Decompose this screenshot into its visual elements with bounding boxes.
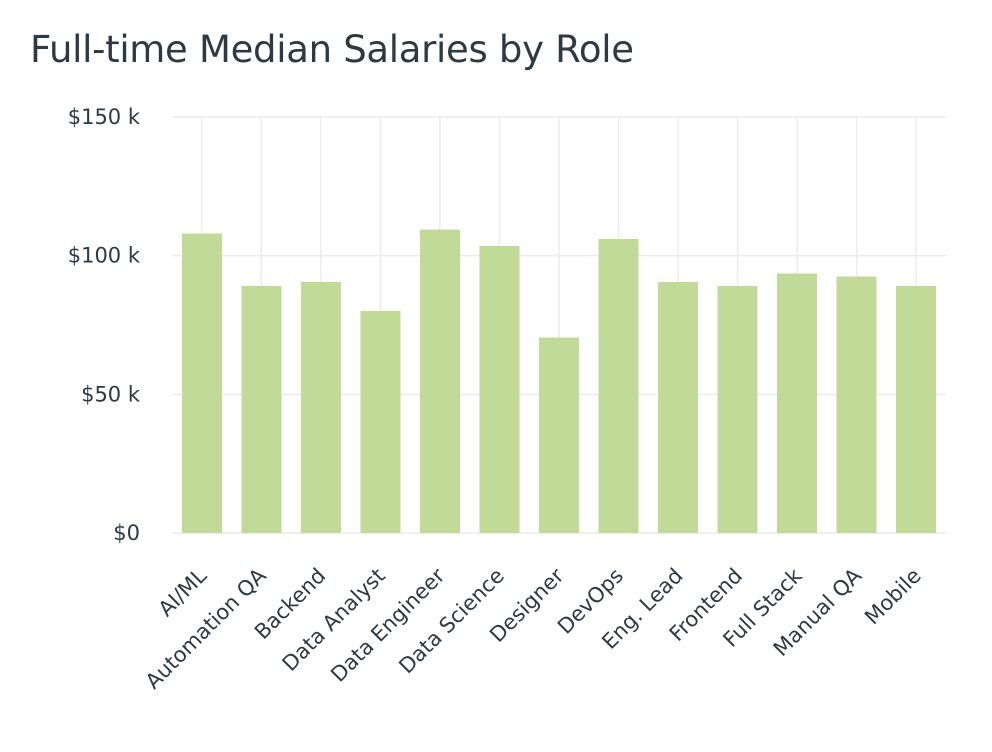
bars <box>181 229 937 534</box>
y-axis-ticks: $0 $50 k $100 k $150 k <box>68 105 141 545</box>
x-tick-label: Data Analyst <box>278 564 390 676</box>
x-tick-label: Mobile <box>860 564 926 630</box>
bar <box>896 286 937 533</box>
y-tick-label: $100 k <box>68 244 141 268</box>
y-tick-label: $0 <box>113 521 140 545</box>
bar <box>777 273 818 533</box>
bar <box>300 282 341 533</box>
bar <box>181 233 222 534</box>
y-tick-label: $50 k <box>81 382 141 406</box>
x-tick-label: Data Science <box>394 564 509 679</box>
bar <box>717 286 758 533</box>
y-tick-label: $150 k <box>68 105 141 129</box>
bar <box>598 239 639 533</box>
bar <box>241 286 282 533</box>
bar <box>658 282 699 533</box>
bar <box>539 337 579 533</box>
bar <box>419 229 460 533</box>
x-tick-label: AI/ML <box>154 563 212 621</box>
chart-title: Full-time Median Salaries by Role <box>30 28 634 71</box>
bar <box>360 311 401 533</box>
bar <box>479 245 520 533</box>
bar <box>836 276 877 533</box>
